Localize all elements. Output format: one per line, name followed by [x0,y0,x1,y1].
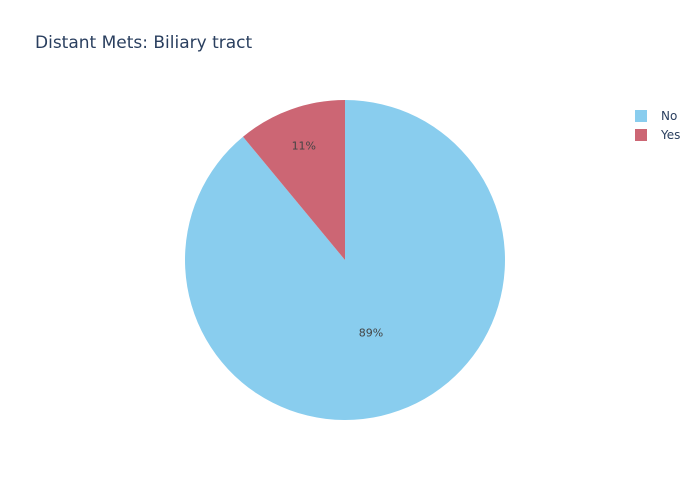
pie-label-yes: 11% [292,140,316,153]
legend-label-no: No [661,108,678,123]
chart-title: Distant Mets: Biliary tract [35,33,253,53]
pie-slice-yes[interactable] [243,100,345,260]
legend-label-yes: Yes [661,127,681,142]
pie-slice-no[interactable] [185,100,506,420]
pie-label-no: 89% [359,326,383,339]
legend: No Yes [635,106,680,144]
legend-swatch-no [635,109,647,122]
legend-item-no[interactable]: No [635,106,680,125]
legend-item-yes[interactable]: Yes [635,125,680,144]
legend-swatch-yes [635,128,647,141]
